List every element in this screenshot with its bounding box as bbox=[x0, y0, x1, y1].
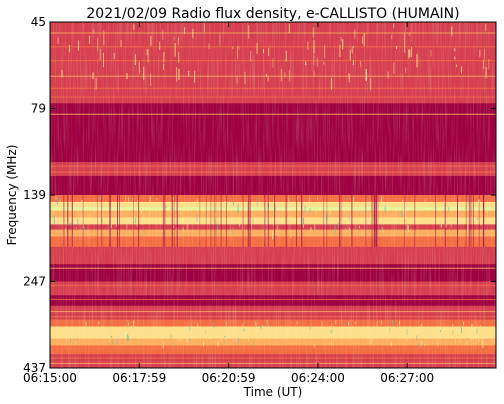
y-tick-label: 437 bbox=[23, 361, 46, 375]
y-tick-label: 79 bbox=[31, 102, 46, 116]
noise-overlay bbox=[50, 22, 496, 368]
x-tick-label: 06:27:00 bbox=[380, 371, 434, 385]
y-axis-label: Frequency (MHz) bbox=[5, 145, 19, 246]
x-axis-label: Time (UT) bbox=[243, 385, 303, 399]
x-tick-label: 06:17:59 bbox=[112, 371, 166, 385]
y-axis: 45 79 139 247 437 bbox=[23, 15, 496, 375]
x-tick-label: 06:15:00 bbox=[23, 371, 77, 385]
y-tick-label: 45 bbox=[31, 15, 46, 29]
plot-area bbox=[50, 22, 496, 368]
x-axis: 06:15:00 06:17:59 06:20:59 06:24:00 06:27:00 bbox=[23, 22, 434, 385]
y-tick-label: 247 bbox=[23, 275, 46, 289]
chart-title: 2021/02/09 Radio flux density, e-CALLIST… bbox=[86, 6, 459, 22]
x-tick-label: 06:24:00 bbox=[291, 371, 345, 385]
y-tick-label: 139 bbox=[23, 188, 46, 202]
x-tick-label: 06:20:59 bbox=[202, 371, 256, 385]
